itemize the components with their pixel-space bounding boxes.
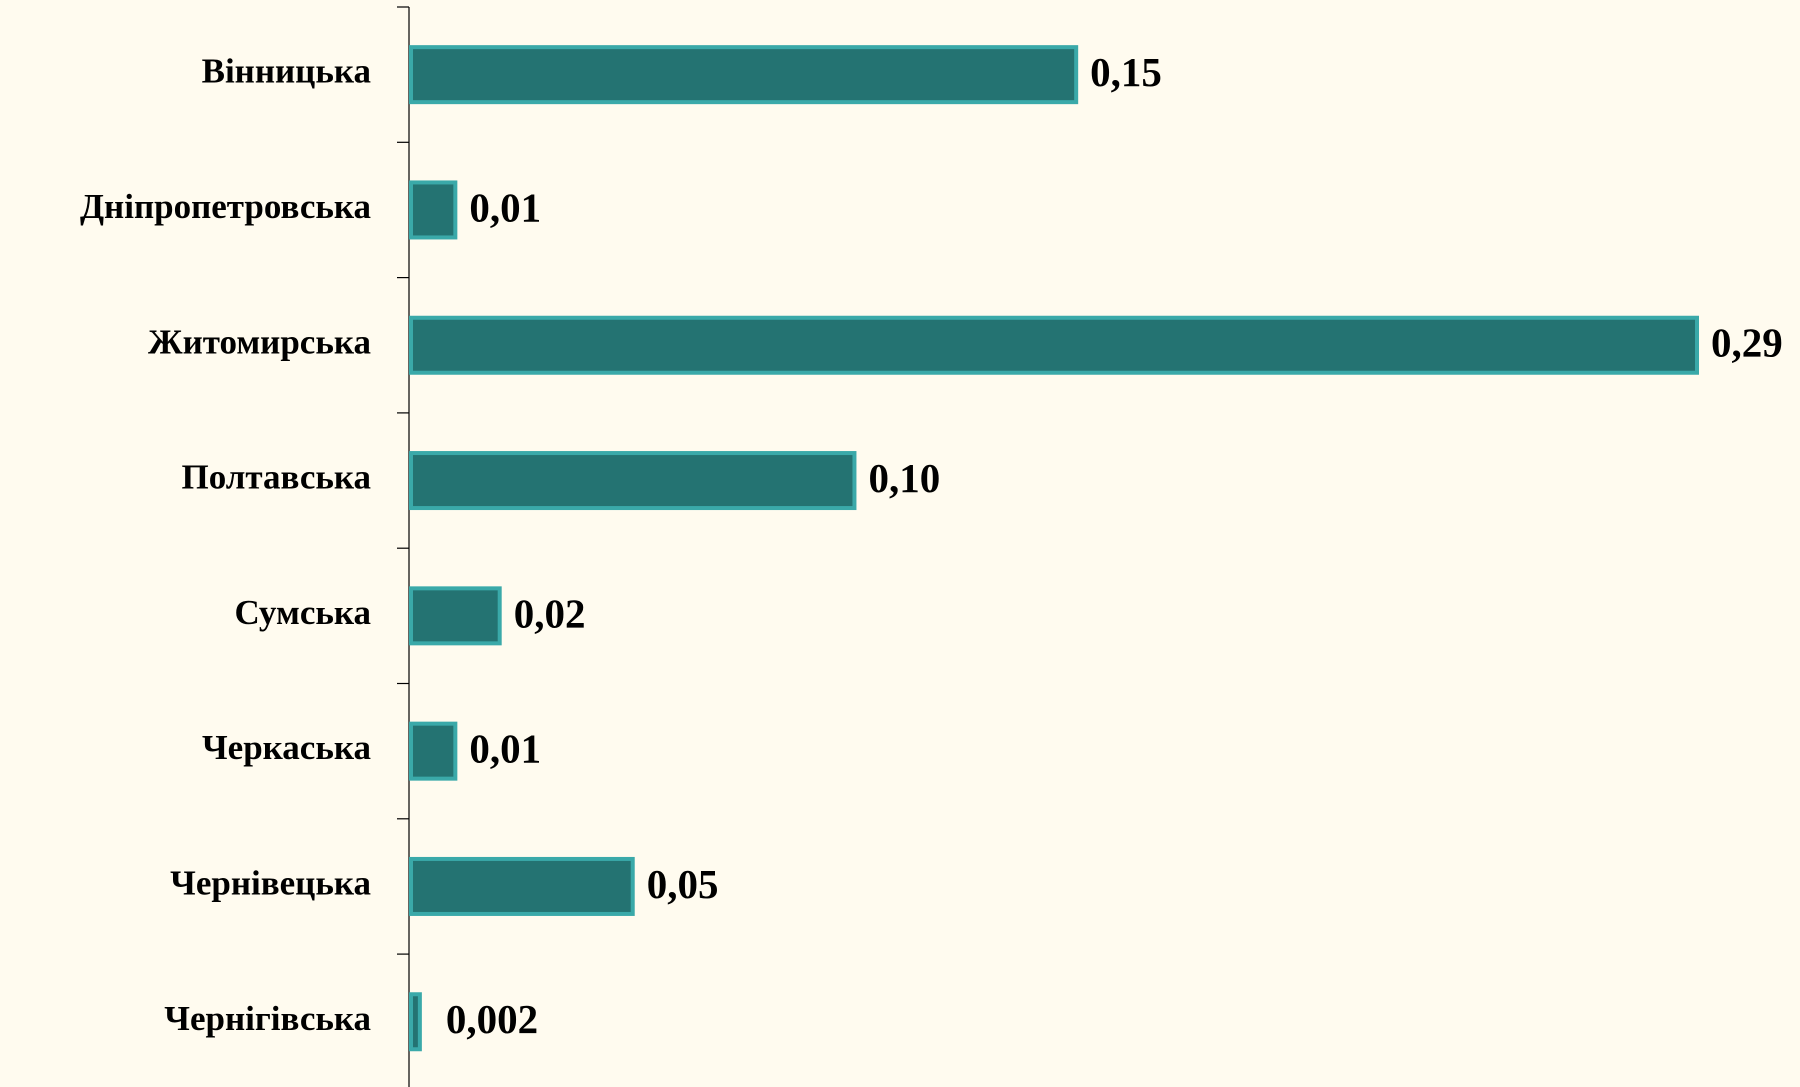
category-label: Житомирська	[148, 322, 371, 361]
value-label: 0,15	[1090, 49, 1162, 95]
category-label: Черкаська	[202, 728, 371, 767]
bar	[409, 451, 857, 511]
value-label: 0,02	[514, 590, 586, 636]
category-label: Полтавська	[181, 458, 371, 497]
value-label: 0,01	[469, 184, 541, 230]
category-label: Дніпропетровська	[80, 187, 371, 226]
category-label: Вінницька	[202, 52, 371, 91]
category-label: Сумська	[235, 593, 371, 632]
bar	[409, 721, 458, 781]
value-label: 0,05	[647, 861, 719, 907]
bar	[409, 586, 502, 646]
value-label: 0,01	[469, 726, 541, 772]
value-label: 0,29	[1711, 320, 1783, 366]
bar	[409, 856, 635, 916]
value-label: 0,10	[868, 455, 940, 501]
category-label: Чернівецька	[170, 863, 371, 902]
bar	[409, 45, 1079, 105]
bar	[409, 992, 422, 1052]
category-label: Чернігівська	[164, 999, 371, 1038]
bar	[409, 180, 458, 240]
bar	[409, 315, 1699, 375]
value-label: 0,002	[446, 996, 538, 1042]
